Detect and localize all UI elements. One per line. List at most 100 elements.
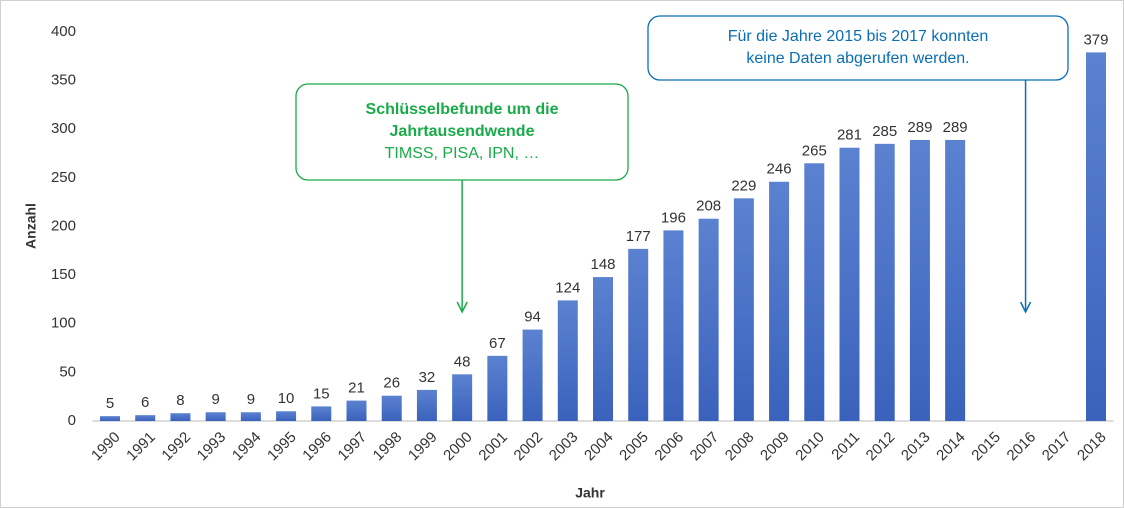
x-tick-label: 1998 — [370, 429, 406, 465]
data-label: 67 — [489, 335, 506, 352]
y-tick-label: 250 — [51, 169, 76, 186]
bar — [522, 329, 543, 421]
y-tick-label: 400 — [51, 23, 76, 40]
y-tick-label: 300 — [51, 120, 76, 137]
data-label: 281 — [837, 127, 862, 144]
data-label: 246 — [767, 161, 792, 178]
x-tick-label: 2010 — [792, 429, 828, 465]
y-tick-label: 150 — [51, 266, 76, 283]
data-label: 265 — [802, 142, 827, 159]
x-tick-label: 1991 — [123, 429, 159, 465]
data-label: 8 — [176, 392, 184, 409]
bar — [663, 230, 684, 421]
x-tick-label: 2001 — [475, 429, 511, 465]
data-label: 285 — [872, 123, 897, 140]
x-tick-label: 2009 — [757, 429, 793, 465]
bar — [170, 413, 191, 421]
bar — [839, 147, 860, 422]
x-tick-label: 2002 — [511, 429, 547, 465]
data-label: 229 — [731, 177, 756, 194]
bar — [593, 277, 613, 421]
x-tick-label: 1992 — [158, 429, 194, 465]
data-label: 15 — [313, 385, 330, 402]
x-tick-label: 2007 — [687, 429, 723, 465]
x-tick-label: 1995 — [264, 429, 300, 465]
annotation-text: Jahrtausendwende — [390, 123, 535, 140]
data-label: 10 — [278, 390, 295, 407]
y-tick-label: 100 — [51, 315, 76, 332]
y-axis-label: Anzahl — [23, 203, 39, 249]
data-label: 177 — [626, 228, 651, 245]
x-tick-label: 2000 — [440, 429, 476, 465]
x-axis-label: Jahr — [575, 485, 605, 501]
y-tick-label: 350 — [51, 72, 76, 89]
y-tick-label: 50 — [59, 363, 76, 380]
x-tick-label: 2013 — [898, 429, 934, 465]
bar — [240, 412, 261, 421]
annotation-text: keine Daten abgerufen werden. — [746, 50, 969, 67]
annotation-box — [647, 15, 1069, 81]
y-tick-label: 200 — [51, 217, 76, 234]
data-label: 124 — [555, 279, 580, 296]
x-tick-label: 2005 — [616, 429, 652, 465]
data-label: 48 — [454, 353, 471, 370]
data-label: 21 — [348, 380, 365, 397]
data-label: 94 — [524, 309, 541, 326]
bar — [100, 416, 121, 421]
x-tick-label: 2004 — [581, 429, 617, 465]
y-tick-label: 0 — [68, 412, 76, 429]
x-tick-label: 2015 — [968, 429, 1004, 465]
x-tick-label: 2012 — [863, 429, 899, 465]
bar — [452, 374, 473, 421]
x-tick-label: 2008 — [722, 429, 758, 465]
data-label: 196 — [661, 209, 686, 226]
bar — [416, 389, 437, 421]
data-label: 9 — [247, 391, 255, 408]
bar — [311, 406, 332, 421]
bar — [557, 300, 578, 421]
data-label: 32 — [419, 369, 436, 386]
data-label: 6 — [141, 394, 149, 411]
bar — [945, 139, 966, 421]
bar — [804, 163, 825, 421]
bar — [733, 198, 754, 421]
data-label: 289 — [907, 119, 932, 136]
x-tick-label: 2011 — [828, 429, 863, 464]
bar — [1085, 52, 1106, 422]
bar — [346, 400, 367, 421]
x-tick-label: 1990 — [88, 429, 124, 465]
arrow-head — [1019, 301, 1032, 314]
x-tick-label: 1994 — [229, 429, 265, 465]
annotation-text: Schlüsselbefunde um die — [366, 101, 559, 118]
bar — [381, 395, 402, 421]
data-label: 9 — [211, 391, 219, 408]
x-tick-label: 2014 — [933, 429, 969, 465]
x-tick-label: 1996 — [299, 429, 335, 465]
x-tick-label: 2016 — [1004, 429, 1040, 465]
data-label: 26 — [383, 375, 400, 392]
data-label: 289 — [943, 119, 968, 136]
bar — [205, 412, 226, 421]
annotation-text: TIMSS, PISA, IPN, … — [385, 145, 540, 162]
x-tick-label: 1999 — [405, 429, 441, 465]
data-label: 379 — [1083, 31, 1108, 48]
bar — [628, 248, 649, 421]
x-tick-label: 2017 — [1039, 429, 1075, 465]
bar — [698, 218, 719, 421]
x-tick-label: 1993 — [194, 429, 230, 465]
x-tick-label: 2003 — [546, 429, 582, 465]
annotation-text: Für die Jahre 2015 bis 2017 konnten — [728, 28, 989, 45]
arrow-head — [456, 301, 468, 314]
data-label: 5 — [106, 395, 114, 412]
x-tick-label: 2006 — [651, 429, 687, 465]
bar — [909, 139, 930, 421]
x-tick-label: 1997 — [335, 429, 371, 465]
bar — [276, 411, 297, 421]
data-label: 148 — [590, 256, 615, 273]
bar — [487, 355, 508, 421]
bar — [135, 415, 156, 421]
bar — [769, 181, 790, 421]
bar — [874, 143, 895, 421]
x-tick-label: 2018 — [1074, 429, 1110, 465]
